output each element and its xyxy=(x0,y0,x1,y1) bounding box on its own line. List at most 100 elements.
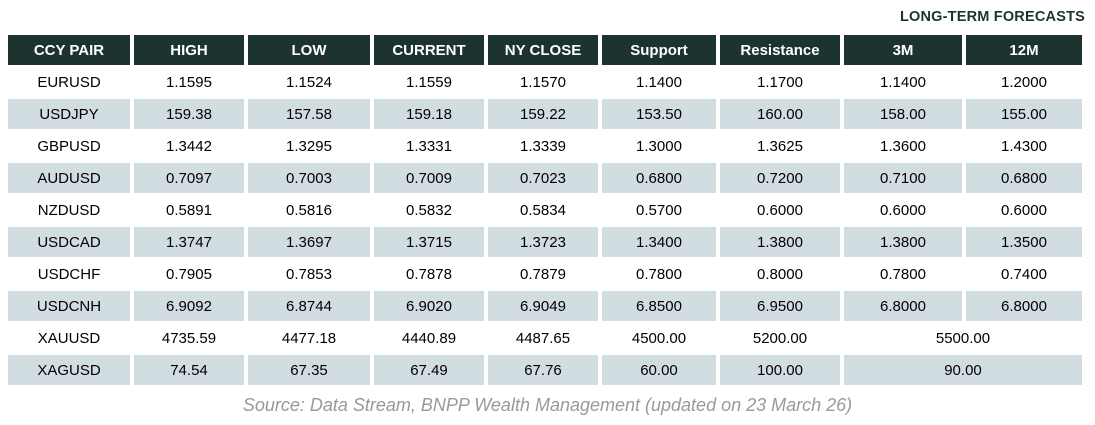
cell-high: 0.5891 xyxy=(134,195,244,225)
cell-current: 6.9020 xyxy=(374,291,484,321)
cell-current: 0.7009 xyxy=(374,163,484,193)
cell-pair: USDJPY xyxy=(8,99,130,129)
cell-resistance: 6.9500 xyxy=(720,291,840,321)
cell-m12: 1.3500 xyxy=(966,227,1082,257)
cell-m3: 6.8000 xyxy=(844,291,962,321)
cell-ny-close: 0.5834 xyxy=(488,195,598,225)
cell-ny-close: 159.22 xyxy=(488,99,598,129)
cell-pair: GBPUSD xyxy=(8,131,130,161)
cell-resistance: 1.3625 xyxy=(720,131,840,161)
table-row-nzdusd: NZDUSD 0.5891 0.5816 0.5832 0.5834 0.5700 0.60… xyxy=(8,195,1082,225)
cell-m12: 0.7400 xyxy=(966,259,1082,289)
cell-resistance: 0.8000 xyxy=(720,259,840,289)
cell-ny-close: 1.3339 xyxy=(488,131,598,161)
col-header-resistance: Resistance xyxy=(720,35,840,65)
cell-high: 0.7905 xyxy=(134,259,244,289)
cell-current: 4440.89 xyxy=(374,323,484,353)
table-row-usdcnh: USDCNH 6.9092 6.8744 6.9020 6.9049 6.8500 6.95… xyxy=(8,291,1082,321)
cell-m12: 1.4300 xyxy=(966,131,1082,161)
table-row-usdcad: USDCAD 1.3747 1.3697 1.3715 1.3723 1.3400 1.38… xyxy=(8,227,1082,257)
table-row-usdjpy: USDJPY 159.38 157.58 159.18 159.22 153.50 160.… xyxy=(8,99,1082,129)
cell-current: 1.3715 xyxy=(374,227,484,257)
cell-pair: NZDUSD xyxy=(8,195,130,225)
cell-m3: 158.00 xyxy=(844,99,962,129)
cell-ny-close: 1.3723 xyxy=(488,227,598,257)
cell-support: 0.6800 xyxy=(602,163,716,193)
cell-m3: 0.7100 xyxy=(844,163,962,193)
cell-m12: 0.6800 xyxy=(966,163,1082,193)
fx-forecast-table: CCY PAIR HIGH LOW CURRENT NY CLOSE Suppo… xyxy=(4,33,1086,387)
cell-current: 1.1559 xyxy=(374,67,484,97)
cell-ny-close: 1.1570 xyxy=(488,67,598,97)
cell-m12: 155.00 xyxy=(966,99,1082,129)
table-row-eurusd: EURUSD 1.1595 1.1524 1.1559 1.1570 1.1400 1.17… xyxy=(8,67,1082,97)
cell-high: 159.38 xyxy=(134,99,244,129)
cell-low: 6.8744 xyxy=(248,291,370,321)
cell-m12: 1.2000 xyxy=(966,67,1082,97)
cell-resistance: 1.3800 xyxy=(720,227,840,257)
table-row-gbpusd: GBPUSD 1.3442 1.3295 1.3331 1.3339 1.3000 1.36… xyxy=(8,131,1082,161)
col-header-current: CURRENT xyxy=(374,35,484,65)
cell-resistance: 0.7200 xyxy=(720,163,840,193)
cell-pair: XAUUSD xyxy=(8,323,130,353)
cell-current: 0.5832 xyxy=(374,195,484,225)
cell-ny-close: 6.9049 xyxy=(488,291,598,321)
cell-m12: 0.6000 xyxy=(966,195,1082,225)
cell-m12: 6.8000 xyxy=(966,291,1082,321)
cell-high: 1.3747 xyxy=(134,227,244,257)
cell-support: 4500.00 xyxy=(602,323,716,353)
cell-pair: AUDUSD xyxy=(8,163,130,193)
cell-resistance: 160.00 xyxy=(720,99,840,129)
cell-resistance: 0.6000 xyxy=(720,195,840,225)
table-row-audusd: AUDUSD 0.7097 0.7003 0.7009 0.7023 0.6800 0.72… xyxy=(8,163,1082,193)
cell-resistance: 5200.00 xyxy=(720,323,840,353)
cell-low: 1.1524 xyxy=(248,67,370,97)
cell-pair: USDCAD xyxy=(8,227,130,257)
cell-current: 67.49 xyxy=(374,355,484,385)
table-body: EURUSD 1.1595 1.1524 1.1559 1.1570 1.1400 1.17… xyxy=(8,67,1082,385)
cell-high: 6.9092 xyxy=(134,291,244,321)
cell-high: 1.1595 xyxy=(134,67,244,97)
cell-pair: USDCHF xyxy=(8,259,130,289)
col-header-ccy-pair: CCY PAIR xyxy=(8,35,130,65)
cell-support: 1.3400 xyxy=(602,227,716,257)
cell-m3: 0.6000 xyxy=(844,195,962,225)
col-header-3m: 3M xyxy=(844,35,962,65)
cell-pair: EURUSD xyxy=(8,67,130,97)
cell-low: 67.35 xyxy=(248,355,370,385)
cell-support: 60.00 xyxy=(602,355,716,385)
cell-support: 0.7800 xyxy=(602,259,716,289)
cell-m3: 1.1400 xyxy=(844,67,962,97)
col-header-support: Support xyxy=(602,35,716,65)
table-row-usdchf: USDCHF 0.7905 0.7853 0.7878 0.7879 0.7800 0.80… xyxy=(8,259,1082,289)
col-header-12m: 12M xyxy=(966,35,1082,65)
cell-m3: 1.3800 xyxy=(844,227,962,257)
table-row-xauusd: XAUUSD 4735.59 4477.18 4440.89 4487.65 4500.0… xyxy=(8,323,1082,353)
cell-current: 0.7878 xyxy=(374,259,484,289)
header-row: CCY PAIR HIGH LOW CURRENT NY CLOSE Suppo… xyxy=(8,35,1082,65)
col-header-high: HIGH xyxy=(134,35,244,65)
cell-high: 0.7097 xyxy=(134,163,244,193)
cell-ny-close: 0.7023 xyxy=(488,163,598,193)
cell-low: 0.7853 xyxy=(248,259,370,289)
col-header-ny-close: NY CLOSE xyxy=(488,35,598,65)
cell-ny-close: 4487.65 xyxy=(488,323,598,353)
cell-current: 159.18 xyxy=(374,99,484,129)
cell-low: 157.58 xyxy=(248,99,370,129)
cell-support: 6.8500 xyxy=(602,291,716,321)
cell-support: 1.1400 xyxy=(602,67,716,97)
cell-ny-close: 0.7879 xyxy=(488,259,598,289)
cell-support: 153.50 xyxy=(602,99,716,129)
cell-m3: 1.3600 xyxy=(844,131,962,161)
cell-high: 74.54 xyxy=(134,355,244,385)
cell-resistance: 1.1700 xyxy=(720,67,840,97)
long-term-forecasts-label: LONG-TERM FORECASTS xyxy=(899,9,1085,25)
cell-high: 4735.59 xyxy=(134,323,244,353)
cell-low: 0.7003 xyxy=(248,163,370,193)
cell-support: 0.5700 xyxy=(602,195,716,225)
cell-ny-close: 67.76 xyxy=(488,355,598,385)
cell-low: 1.3295 xyxy=(248,131,370,161)
cell-support: 1.3000 xyxy=(602,131,716,161)
cell-pair: USDCNH xyxy=(8,291,130,321)
